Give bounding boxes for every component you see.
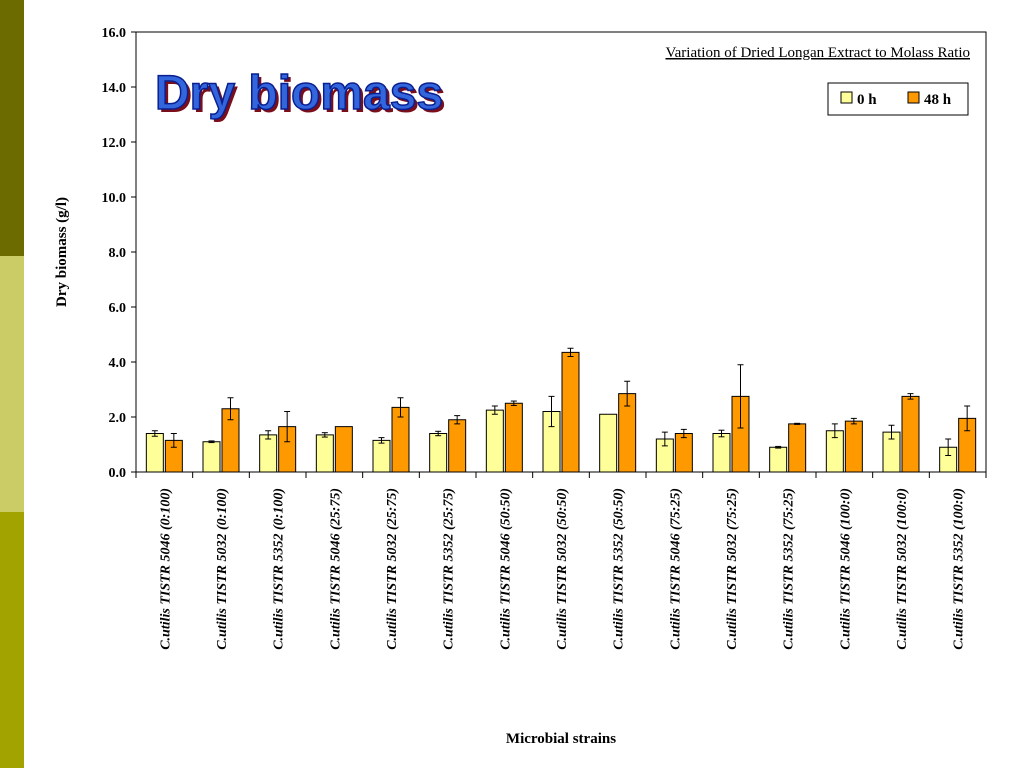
bar-48h-12: [788, 423, 807, 473]
legend-swatch-0h: [840, 91, 853, 104]
category-label-8: C.utilis TISTR 5032 (50:50): [555, 488, 570, 650]
bar-0h-3: [259, 434, 278, 473]
bar-0h-12: [769, 446, 788, 473]
y-tick-label: 14.0: [102, 81, 127, 96]
bar-0h-4: [315, 434, 334, 473]
y-tick-label: 6.0: [109, 301, 127, 316]
category-labels: C.utilis TISTR 5046 (0:100) C.utilis TIST…: [158, 488, 966, 650]
y-tick-label: 8.0: [109, 246, 127, 261]
x-axis-ticks: [135, 472, 987, 478]
bar-48h-6: [448, 419, 467, 473]
legend-label-0h: 0 h: [857, 92, 877, 108]
y-tick-label: 0.0: [109, 466, 127, 481]
error-bars: [151, 347, 971, 456]
y-axis-title: Dry biomass (g/l): [54, 197, 70, 307]
bar-48h-7: [504, 402, 523, 473]
category-label-6: C.utilis TISTR 5352 (25:75): [442, 488, 457, 650]
bar-0h-5: [372, 439, 391, 473]
bar-0h-11: [712, 433, 731, 473]
bar-0h-7: [485, 409, 504, 473]
side-band-top: [0, 0, 24, 256]
side-band-middle: [0, 256, 24, 512]
category-label-3: C.utilis TISTR 5352 (0:100): [272, 488, 287, 650]
bar-0h-1: [145, 433, 164, 473]
chart-subtitle: Variation of Dried Longan Extract to Mol…: [665, 45, 970, 61]
category-label-4: C.utilis TISTR 5046 (25:75): [328, 488, 343, 650]
category-label-12: C.utilis TISTR 5352 (75:25): [782, 488, 797, 650]
bar-48h-13: [844, 420, 863, 473]
x-axis-title: Microbial strains: [506, 731, 616, 747]
bars: [145, 351, 977, 473]
bar-48h-14: [901, 395, 920, 473]
bar-48h-10: [674, 433, 693, 473]
legend-swatch-48h: [907, 91, 920, 104]
y-tick-label: 2.0: [109, 411, 127, 426]
y-tick-label: 4.0: [109, 356, 127, 371]
category-label-14: C.utilis TISTR 5032 (100:0): [895, 488, 910, 650]
legend: 0 h 48 h: [827, 82, 969, 116]
bar-48h-8: [561, 351, 580, 473]
slide-title: Dry biomass Dry biomass: [154, 66, 446, 123]
category-label-10: C.utilis TISTR 5046 (75:25): [668, 488, 683, 650]
category-label-9: C.utilis TISTR 5352 (50:50): [612, 488, 627, 650]
category-label-5: C.utilis TISTR 5032 (25:75): [385, 488, 400, 650]
category-label-1: C.utilis TISTR 5046 (0:100): [158, 488, 173, 650]
category-label-13: C.utilis TISTR 5046 (100:0): [838, 488, 853, 650]
bar-0h-2: [202, 441, 221, 473]
y-tick-label: 12.0: [102, 136, 127, 151]
category-label-7: C.utilis TISTR 5046 (50:50): [498, 488, 513, 650]
category-label-11: C.utilis TISTR 5032 (75:25): [725, 488, 740, 650]
category-label-2: C.utilis TISTR 5032 (0:100): [215, 488, 230, 650]
y-axis-ticks: 0.0 2.0 4.0 6.0 8.0 10.0 12.0 14.0 16.0: [102, 26, 136, 481]
bar-48h-4: [334, 426, 353, 473]
y-tick-label: 16.0: [102, 26, 127, 41]
side-band-bottom: [0, 512, 24, 768]
y-tick-label: 10.0: [102, 191, 127, 206]
category-label-15: C.utilis TISTR 5352 (100:0): [952, 488, 967, 650]
bar-0h-6: [429, 433, 448, 473]
slide-title-shadow: Dry biomass: [158, 70, 446, 123]
slide-title-text: Dry biomass: [155, 67, 443, 120]
bar-0h-9: [599, 413, 618, 473]
legend-label-48h: 48 h: [924, 92, 952, 108]
